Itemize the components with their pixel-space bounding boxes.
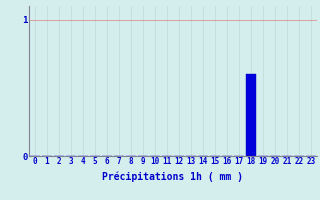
X-axis label: Précipitations 1h ( mm ): Précipitations 1h ( mm ) (102, 172, 243, 182)
Bar (246, 74, 256, 156)
